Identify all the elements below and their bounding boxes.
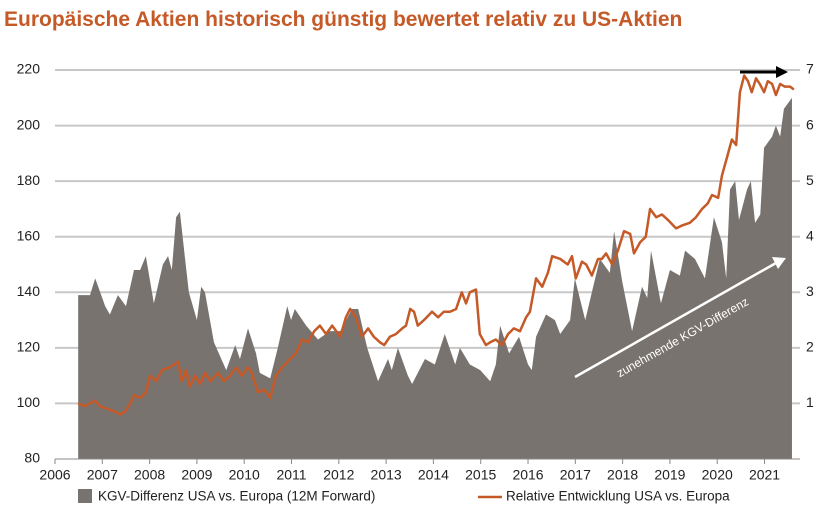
x-tick-label: 2011 <box>276 467 306 483</box>
legend-swatch <box>78 489 92 503</box>
area <box>78 97 792 460</box>
x-tick-label: 2020 <box>702 467 733 483</box>
y-tick-label: 140 <box>17 283 41 299</box>
y2-tick-label: 3 <box>806 283 814 299</box>
y-tick-label: 180 <box>17 172 41 188</box>
y2-tick-label: 1 <box>806 394 814 410</box>
line <box>77 74 795 416</box>
y-tick-label: 200 <box>17 116 41 132</box>
x-tick-label: 2013 <box>371 467 402 483</box>
x-tick-label: 2021 <box>749 467 780 483</box>
x-tick-label: 2015 <box>465 467 496 483</box>
x-tick-label: 2019 <box>654 467 685 483</box>
y2-tick-label: 2 <box>806 339 814 355</box>
y2-tick-label: 4 <box>806 227 814 243</box>
y-tick-label: 80 <box>24 450 40 466</box>
x-tick-label: 2007 <box>87 467 118 483</box>
legend-label: Relative Entwicklung USA vs. Europa <box>506 489 730 504</box>
x-tick-label: 2010 <box>229 467 260 483</box>
x-tick-label: 2018 <box>607 467 638 483</box>
y-tick-label: 220 <box>17 61 41 77</box>
y-tick-label: 160 <box>17 227 41 243</box>
arrow-head <box>776 66 788 78</box>
chart-title: Europäische Aktien historisch günstig be… <box>4 8 682 31</box>
y-tick-label: 100 <box>17 394 41 410</box>
x-tick-label: 2014 <box>418 467 449 483</box>
y2-tick-label: 6 <box>806 116 814 132</box>
x-tick-label: 2009 <box>181 467 212 483</box>
y2-tick-label: 7 <box>806 61 814 77</box>
plot-area <box>55 69 800 460</box>
x-tick-label: 2006 <box>39 467 70 483</box>
x-tick-label: 2012 <box>323 467 354 483</box>
y2-tick-label: 5 <box>806 172 814 188</box>
legend-label: KGV-Differenz USA vs. Europa (12M Forwar… <box>98 489 375 504</box>
arrow <box>574 261 777 379</box>
x-tick-label: 2008 <box>134 467 165 483</box>
x-tick-label: 2017 <box>560 467 591 483</box>
x-tick-label: 2016 <box>512 467 543 483</box>
y-tick-label: 120 <box>17 339 41 355</box>
arrow-head <box>772 257 786 269</box>
